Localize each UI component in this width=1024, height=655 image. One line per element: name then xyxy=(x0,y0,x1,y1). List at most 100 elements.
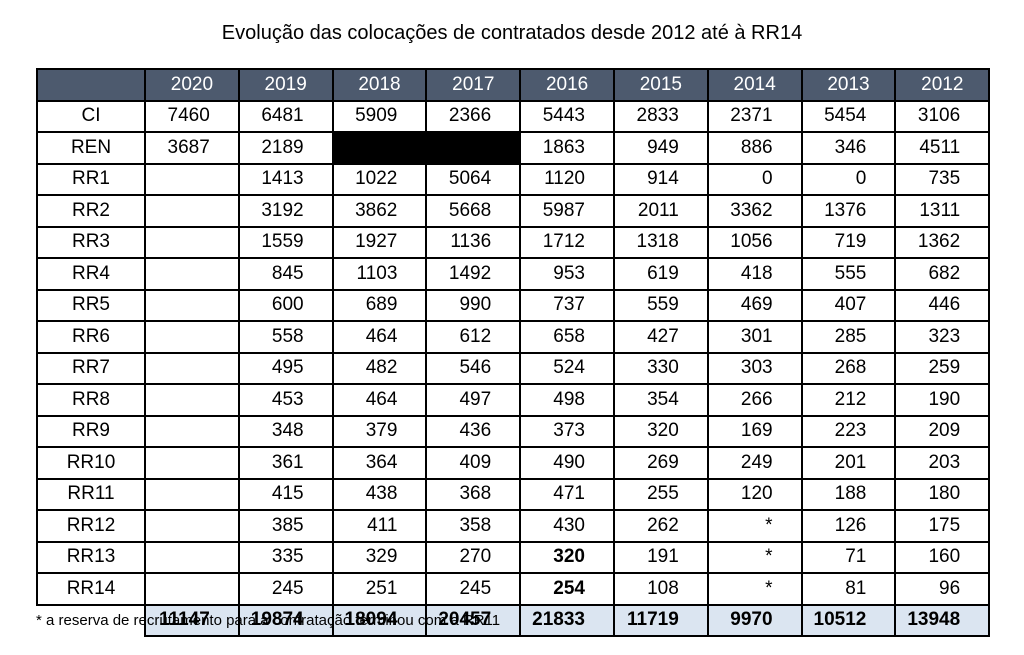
table-row: RR6 558 464 612 658 427 301 285 323 xyxy=(36,320,991,354)
data-cell: 249 xyxy=(706,446,803,480)
data-cell: 6481 xyxy=(237,99,334,133)
data-cell: 1413 xyxy=(237,162,334,196)
data-cell: 845 xyxy=(237,257,334,291)
total-cell: 9970 xyxy=(706,603,803,637)
data-cell: 2011 xyxy=(612,194,709,228)
data-cell: 446 xyxy=(894,288,991,322)
data-cell: 497 xyxy=(425,383,522,417)
data-cell xyxy=(144,509,240,543)
data-cell xyxy=(144,320,240,354)
row-label: RR8 xyxy=(36,383,146,417)
data-cell xyxy=(144,225,240,259)
data-cell: 886 xyxy=(706,131,803,165)
row-label: REN xyxy=(36,131,146,165)
row-label: RR1 xyxy=(36,162,146,196)
data-cell: 385 xyxy=(237,509,334,543)
data-cell: 1492 xyxy=(425,257,522,291)
column-header: 2016 xyxy=(519,68,615,102)
data-cell xyxy=(144,383,240,417)
table-row: RR8 453 464 497 498 354 266 212 190 xyxy=(36,383,991,417)
data-cell: 1056 xyxy=(706,225,803,259)
data-cell: 737 xyxy=(519,288,615,322)
data-cell: 335 xyxy=(237,540,334,574)
data-cell: 209 xyxy=(894,414,991,448)
total-cell: 11719 xyxy=(612,603,709,637)
data-cell xyxy=(144,572,240,606)
data-cell: 1103 xyxy=(331,257,428,291)
data-cell: 4511 xyxy=(894,131,991,165)
data-cell: 5443 xyxy=(519,99,615,133)
data-cell: 96 xyxy=(894,572,991,606)
data-cell: 5454 xyxy=(800,99,897,133)
data-cell: 1311 xyxy=(894,194,991,228)
row-label: RR5 xyxy=(36,288,146,322)
data-cell: 5987 xyxy=(519,194,615,228)
table-row: RR13 335 329 270 320 191 * 71 160 xyxy=(36,540,991,574)
total-cell: 11147 xyxy=(144,603,240,637)
row-label: RR10 xyxy=(36,446,146,480)
data-cell: 558 xyxy=(237,320,334,354)
data-cell: 2189 xyxy=(237,131,334,165)
data-cell: 364 xyxy=(331,446,428,480)
column-header: 2017 xyxy=(425,68,522,102)
data-cell: 254 xyxy=(519,572,615,606)
column-header: 2018 xyxy=(331,68,428,102)
data-cell: 469 xyxy=(706,288,803,322)
data-cell: 464 xyxy=(331,383,428,417)
data-cell xyxy=(144,446,240,480)
data-cell: 418 xyxy=(706,257,803,291)
total-cell: 21833 xyxy=(519,603,615,637)
data-cell: 407 xyxy=(800,288,897,322)
data-cell: 409 xyxy=(425,446,522,480)
data-cell: 126 xyxy=(800,509,897,543)
data-cell: 259 xyxy=(894,351,991,385)
data-cell: 3862 xyxy=(331,194,428,228)
data-cell: 190 xyxy=(894,383,991,417)
data-cell: 471 xyxy=(519,477,615,511)
data-cell: 346 xyxy=(800,131,897,165)
data-cell: 108 xyxy=(612,572,709,606)
column-header: 2014 xyxy=(706,68,803,102)
total-cell: 20457 xyxy=(425,603,522,637)
total-cell: 19874 xyxy=(237,603,334,637)
table-row: RR4 845 1103 1492 953 619 418 555 682 xyxy=(36,257,991,291)
data-cell: 262 xyxy=(612,509,709,543)
data-cell xyxy=(144,351,240,385)
table-row: RR3 1559 1927 1136 1712 1318 1056 719 1362 xyxy=(36,225,991,259)
totals-row: 11147 19874 18094 20457 21833 11719 9970 10512 1… xyxy=(37,603,991,637)
data-cell: 498 xyxy=(519,383,615,417)
data-cell: 689 xyxy=(331,288,428,322)
data-cell: 223 xyxy=(800,414,897,448)
data-cell: 436 xyxy=(425,414,522,448)
data-cell: 323 xyxy=(894,320,991,354)
row-label: RR3 xyxy=(36,225,146,259)
data-cell: 175 xyxy=(894,509,991,543)
table-title: Evolução das colocações de contratados d… xyxy=(221,22,803,44)
data-cell: 251 xyxy=(331,572,428,606)
data-cell: * xyxy=(706,540,803,574)
data-cell: 490 xyxy=(519,446,615,480)
data-cell: 495 xyxy=(237,351,334,385)
data-cell: 5668 xyxy=(425,194,522,228)
data-cell: 524 xyxy=(519,351,615,385)
data-cell: 330 xyxy=(612,351,709,385)
data-cell: * xyxy=(706,509,803,543)
data-cell: 3192 xyxy=(237,194,334,228)
redacted-cell xyxy=(331,131,428,165)
data-cell: 354 xyxy=(612,383,709,417)
data-cell: 555 xyxy=(800,257,897,291)
data-cell: 188 xyxy=(800,477,897,511)
table-row: RR1 1413 1022 5064 1120 914 0 0 735 xyxy=(36,162,991,196)
footnote: * a reserva de recrutamento para a contr… xyxy=(36,612,501,629)
data-cell: * xyxy=(706,572,803,606)
table-row: CI 7460 6481 5909 2366 5443 2833 2371 5454 3106 xyxy=(36,99,991,133)
data-cell: 169 xyxy=(706,414,803,448)
table-row: RR5 600 689 990 737 559 469 407 446 xyxy=(36,288,991,322)
data-cell: 430 xyxy=(519,509,615,543)
table-row: REN 3687 2189 1863 949 886 346 4511 xyxy=(36,131,991,165)
data-cell: 1362 xyxy=(894,225,991,259)
data-cell: 320 xyxy=(612,414,709,448)
data-cell: 658 xyxy=(519,320,615,354)
data-cell xyxy=(144,288,240,322)
table-row: RR14 245 251 245 254 108 * 81 96 xyxy=(36,572,991,606)
